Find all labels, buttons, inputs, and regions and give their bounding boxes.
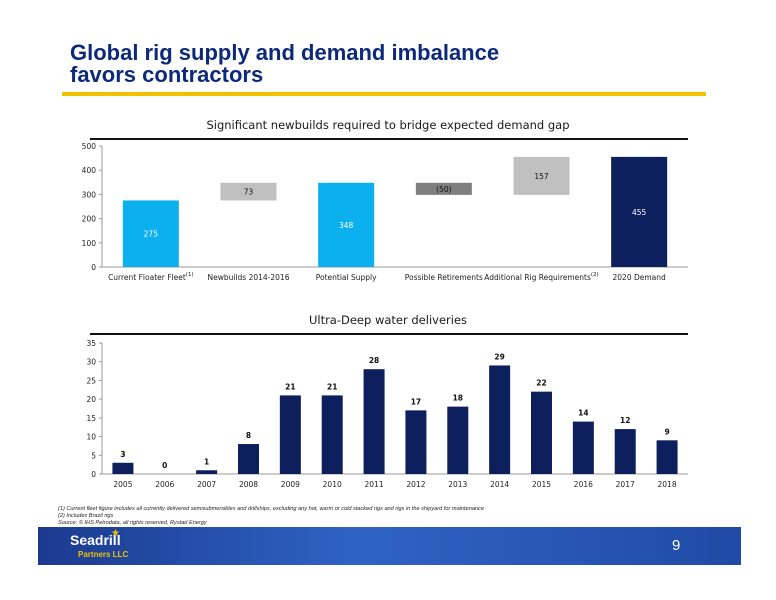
title-underline <box>62 92 706 96</box>
footnote-marker: (1) <box>186 272 194 278</box>
bar-2015 <box>531 391 552 474</box>
data-label: 17 <box>411 397 421 406</box>
y-tick-label: 200 <box>82 215 97 224</box>
data-label: (50) <box>436 185 451 194</box>
data-label: 3 <box>120 450 125 459</box>
deliveries-chart: 0 5 10 15 20 25 30 35 3 2005 0 2006 1 2007 8 2008 21 2009… <box>86 339 688 489</box>
slide-title-line1: Global rig supply and demand imbalance <box>70 40 500 65</box>
data-label: 8 <box>246 431 251 440</box>
y-tick-label: 5 <box>91 451 96 460</box>
x-tick-label: 2015 <box>532 480 551 489</box>
x-tick-label: Additional Rig Requirements(2) <box>484 272 598 282</box>
x-tick-label: Possible Retirements <box>405 273 483 282</box>
y-tick-label: 25 <box>86 376 96 385</box>
star-icon: ★ <box>111 528 120 539</box>
footnote-marker: (2) <box>591 272 599 278</box>
x-tick-label: Potential Supply <box>316 273 377 282</box>
x-tick-label: 2020 Demand <box>613 273 667 282</box>
y-tick-label: 15 <box>86 414 96 423</box>
bar-5 <box>513 156 570 195</box>
x-tick-label: 2008 <box>239 480 258 489</box>
bar-2014 <box>489 365 511 474</box>
data-label: 348 <box>339 221 354 230</box>
bar-2017 <box>614 429 636 474</box>
data-label: 21 <box>285 382 295 391</box>
waterfall-chart-title: Significant newbuilds required to bridge… <box>206 118 570 132</box>
data-label: 21 <box>327 382 337 391</box>
bar-2018 <box>656 440 678 474</box>
x-tick-label: 2006 <box>155 480 174 489</box>
x-tick-label: Current Floater Fleet(1) <box>108 272 194 282</box>
waterfall-chart: 0 100 200 300 400 500 275 Current Floater Fleet… <box>82 142 688 282</box>
bar-2016 <box>572 421 594 474</box>
bar-2010 <box>321 395 343 474</box>
data-label: 22 <box>536 379 546 388</box>
y-tick-label: 300 <box>82 190 97 199</box>
x-tick-label: 2013 <box>448 480 467 489</box>
data-label: 18 <box>453 394 463 403</box>
data-label: 455 <box>632 208 647 217</box>
slide-title: Global rig supply and demand imbalance f… <box>70 42 499 86</box>
bar-2013 <box>447 406 469 474</box>
logo-subtitle: Partners LLC <box>78 550 129 559</box>
y-tick-label: 0 <box>91 470 96 479</box>
y-tick-label: 400 <box>82 166 97 175</box>
footnote-2: (2) Includes Brazil rigs <box>58 513 114 519</box>
bar-2011 <box>363 369 385 474</box>
bar-2005 <box>112 462 134 474</box>
footer-band <box>38 527 741 565</box>
data-label: 73 <box>244 188 254 197</box>
x-tick-label: 2010 <box>323 480 342 489</box>
y-tick-label: 20 <box>86 395 96 404</box>
footnote-1: (1) Current fleet figure includes all cu… <box>58 506 484 512</box>
data-label: 9 <box>664 427 669 436</box>
logo: Seadrill <box>70 532 121 548</box>
bar-3 <box>318 182 375 267</box>
x-tick-label: 2016 <box>574 480 593 489</box>
data-label: 1 <box>204 457 209 466</box>
footnotes: (1) Current fleet figure includes all cu… <box>58 506 484 527</box>
y-tick-label: 500 <box>82 142 97 151</box>
data-label: 0 <box>162 461 167 470</box>
bar-2 <box>220 182 277 201</box>
y-tick-label: 10 <box>86 433 96 442</box>
bar-2008 <box>238 444 259 474</box>
data-label: 12 <box>620 416 630 425</box>
data-label: 29 <box>494 352 504 361</box>
data-label: 28 <box>369 356 379 365</box>
deliveries-chart-title: Ultra-Deep water deliveries <box>308 313 468 327</box>
waterfall-title-rule <box>90 138 688 140</box>
data-label: 275 <box>144 230 159 239</box>
x-tick-label: 2012 <box>406 480 425 489</box>
bar-2012 <box>405 410 427 474</box>
slide-title-line2: favors contractors <box>70 62 264 87</box>
bar-4 <box>415 182 472 195</box>
bar-2007 <box>196 470 218 474</box>
bar-6 <box>611 156 668 267</box>
x-tick-label: 2011 <box>365 480 384 489</box>
footnote-source: Source: © IHS Petrodata, all rights rese… <box>58 520 207 526</box>
y-tick-label: 30 <box>86 358 96 367</box>
y-tick-label: 0 <box>91 263 96 272</box>
deliveries-title-rule <box>90 333 688 335</box>
x-tick-label: 2017 <box>616 480 635 489</box>
x-tick-label: Newbuilds 2014-2016 <box>208 273 290 282</box>
bar-2009 <box>279 395 301 474</box>
y-tick-label: 35 <box>86 339 96 348</box>
page-number: 9 <box>672 537 681 554</box>
bar-1 <box>122 200 179 267</box>
data-label: 157 <box>534 172 549 181</box>
x-tick-label: 2007 <box>197 480 216 489</box>
x-tick-label: 2018 <box>658 480 677 489</box>
x-tick-label: 2005 <box>113 480 132 489</box>
x-tick-label: 2014 <box>490 480 509 489</box>
x-tick-label: 2009 <box>281 480 300 489</box>
y-tick-label: 100 <box>82 239 97 248</box>
data-label: 14 <box>578 409 588 418</box>
